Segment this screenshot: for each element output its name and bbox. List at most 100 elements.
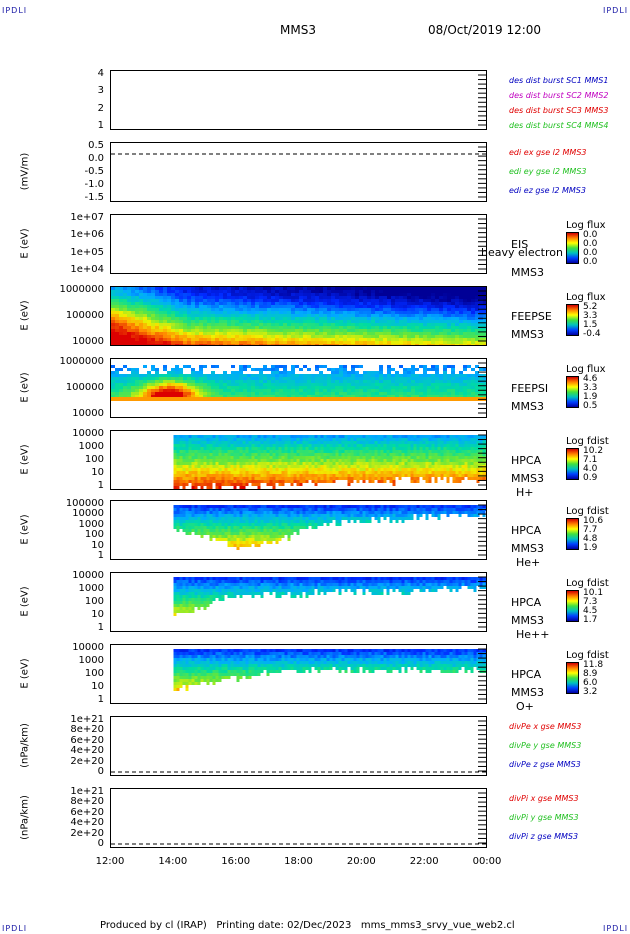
spectro-cell bbox=[119, 332, 123, 335]
spectro-cell bbox=[423, 395, 427, 398]
spectro-cell bbox=[267, 380, 271, 383]
spectro-cell bbox=[173, 483, 177, 486]
spectro-cell bbox=[461, 435, 465, 438]
spectro-cell bbox=[365, 474, 369, 477]
spectro-cell bbox=[203, 392, 207, 395]
spectro-cell bbox=[435, 368, 439, 371]
spectro-cell bbox=[255, 338, 259, 341]
spectro-cell bbox=[479, 477, 483, 480]
spectro-cell bbox=[368, 441, 372, 444]
spectro-cell bbox=[203, 338, 207, 341]
spectro-cell bbox=[339, 317, 343, 320]
spectro-cell bbox=[236, 471, 240, 474]
spectro-cell bbox=[259, 311, 263, 314]
spectro-cell bbox=[197, 526, 201, 529]
spectro-cell bbox=[435, 386, 439, 389]
spectro-cell bbox=[464, 471, 468, 474]
spectro-cell bbox=[431, 395, 435, 398]
spectro-cell bbox=[459, 332, 463, 335]
spectro-cell bbox=[115, 374, 119, 377]
spectro-cell bbox=[179, 456, 183, 459]
spectro-cell bbox=[380, 438, 384, 441]
spectro-cell bbox=[359, 308, 363, 311]
spectro-cell bbox=[311, 374, 315, 377]
y-tick-feepse: 10000 bbox=[72, 336, 104, 347]
spectro-cell bbox=[455, 395, 459, 398]
spectro-cell bbox=[343, 374, 347, 377]
spectro-cell bbox=[191, 483, 195, 486]
spectro-cell bbox=[403, 308, 407, 311]
spectro-cell bbox=[239, 538, 243, 541]
spectro-cell bbox=[263, 465, 267, 468]
spectro-cell bbox=[127, 311, 131, 314]
spectro-cell bbox=[269, 465, 273, 468]
spectro-cell bbox=[379, 395, 383, 398]
spectro-cell bbox=[295, 395, 299, 398]
spectro-cell bbox=[338, 474, 342, 477]
spectro-cell bbox=[439, 389, 443, 392]
spectro-cell bbox=[307, 341, 311, 344]
spectro-cell bbox=[305, 459, 309, 462]
spectro-cell bbox=[299, 441, 303, 444]
spectro-cell bbox=[311, 296, 315, 299]
spectro-cell bbox=[271, 368, 275, 371]
spectro-cell bbox=[115, 341, 119, 344]
spectro-cell bbox=[344, 441, 348, 444]
spectro-cell bbox=[459, 305, 463, 308]
spectro-cell bbox=[287, 302, 291, 305]
spectro-cell bbox=[139, 308, 143, 311]
spectro-cell bbox=[283, 314, 287, 317]
spectro-cell bbox=[243, 365, 247, 368]
spectro-cell bbox=[307, 287, 311, 290]
spectro-cell bbox=[275, 365, 279, 368]
corner-label-br: IPDLI bbox=[603, 924, 629, 933]
spectro-cell bbox=[257, 486, 261, 489]
spectro-cell bbox=[339, 320, 343, 323]
spectro-cell bbox=[327, 299, 331, 302]
colorbar-value-hpca_h: 10.2 bbox=[583, 446, 604, 456]
spectro-cell bbox=[485, 450, 486, 453]
spectro-cell bbox=[443, 335, 447, 338]
spectro-cell bbox=[263, 344, 267, 345]
spectro-cell bbox=[315, 368, 319, 371]
spectro-cell bbox=[215, 293, 219, 296]
spectro-cell bbox=[215, 296, 219, 299]
spectro-cell bbox=[197, 505, 201, 508]
spectro-cell bbox=[455, 344, 459, 345]
spectro-cell bbox=[151, 392, 155, 395]
spectro-cell bbox=[386, 453, 390, 456]
spectro-cell bbox=[423, 329, 427, 332]
spectro-cell bbox=[437, 456, 441, 459]
spectro-cell bbox=[347, 468, 351, 471]
spectro-cell bbox=[218, 435, 222, 438]
spectro-cell bbox=[347, 386, 351, 389]
y-tick-hpca_h: 100 bbox=[84, 454, 104, 465]
spectro-cell bbox=[377, 453, 381, 456]
spectro-cell bbox=[463, 383, 467, 386]
spectro-cell bbox=[463, 386, 467, 389]
spectro-cell bbox=[315, 389, 319, 392]
spectro-cell bbox=[391, 338, 395, 341]
spectro-cell bbox=[411, 293, 415, 296]
spectro-cell bbox=[434, 444, 438, 447]
spectro-cell bbox=[131, 287, 135, 290]
spectro-cell bbox=[203, 441, 207, 444]
spectro-cell bbox=[151, 296, 155, 299]
spectro-cell bbox=[236, 505, 240, 508]
spectro-cell bbox=[434, 450, 438, 453]
spectro-cell bbox=[315, 323, 319, 326]
spectro-cell bbox=[320, 435, 324, 438]
spectro-cell bbox=[135, 395, 139, 398]
spectro-cell bbox=[147, 287, 151, 290]
spectro-cell bbox=[439, 302, 443, 305]
spectro-cell bbox=[245, 508, 249, 511]
spectro-cell bbox=[307, 311, 311, 314]
spectro-cell bbox=[319, 389, 323, 392]
spectro-cell bbox=[159, 314, 163, 317]
spectro-cell bbox=[371, 477, 375, 480]
spectro-cell bbox=[483, 329, 486, 332]
spectro-cell bbox=[155, 317, 159, 320]
spectro-cell bbox=[209, 450, 213, 453]
spectro-cell bbox=[359, 326, 363, 329]
spectro-cell bbox=[239, 459, 243, 462]
